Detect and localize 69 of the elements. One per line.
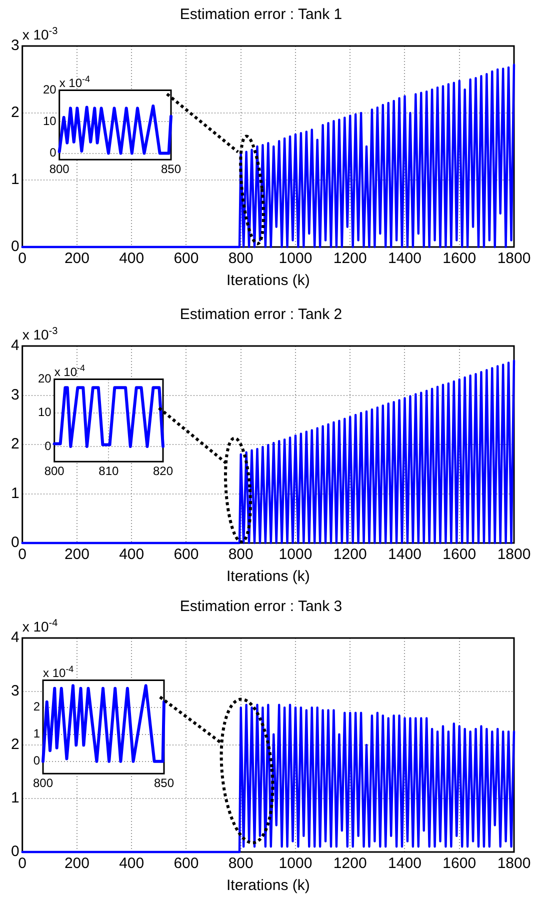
- y-tick-label: 4: [11, 337, 20, 354]
- y-tick-label: 3: [11, 682, 20, 700]
- x-tick-label: 600: [174, 250, 199, 268]
- x-axis-title: Iterations (k): [226, 272, 310, 290]
- y-tick-label: 0: [44, 438, 52, 453]
- x-tick-label: 800: [228, 250, 254, 268]
- y-tick-label: 1: [11, 171, 20, 188]
- x-tick-label: 400: [119, 250, 144, 268]
- chart-title: Estimation error : Tank 3: [180, 598, 342, 616]
- text: x 10$^{-3}$: [22, 26, 58, 43]
- y-tick-label: 1: [11, 790, 20, 807]
- x-tick-label: 200: [64, 855, 90, 872]
- y-tick-label: 0: [11, 534, 20, 552]
- y-tick-label: 2: [33, 700, 40, 714]
- x-tick-label: 1200: [333, 250, 367, 268]
- y-tick-label: 1: [11, 484, 20, 502]
- text: x 10$^{-4}$: [22, 618, 58, 635]
- x-tick-label: 800: [228, 855, 254, 872]
- y-tick-label: 0: [50, 146, 57, 160]
- y-tick-label: 20: [42, 82, 57, 97]
- x-tick-label: 1600: [442, 546, 476, 564]
- x-tick-label: 1800: [497, 546, 531, 564]
- y-tick-label: 3: [11, 386, 20, 404]
- x-tick-label: 1000: [278, 250, 312, 268]
- x-tick-label: 600: [174, 546, 199, 564]
- y-tick-label: 4: [11, 629, 20, 646]
- x-tick-label: 800: [228, 546, 254, 564]
- annotation: x 10$^{-4}$: [59, 74, 90, 90]
- y-tick-label: 0: [11, 843, 20, 860]
- x-tick-label: 600: [174, 855, 199, 872]
- x-tick-label: 400: [119, 855, 144, 872]
- y-tick-label: 0: [33, 754, 40, 768]
- x-tick-label: 800: [44, 464, 65, 478]
- x-tick-label: 200: [64, 250, 90, 268]
- annotation: x 10$^{-4}$: [43, 664, 74, 680]
- x-tick-label: 1400: [388, 250, 422, 268]
- chart-title: Estimation error : Tank 2: [180, 306, 342, 324]
- chart-title: Estimation error : Tank 1: [180, 6, 342, 24]
- x-tick-label: 850: [160, 162, 182, 176]
- y-tick-label: 20: [38, 372, 52, 386]
- y-tick-label: 10: [42, 114, 57, 128]
- x-tick-label: 1400: [388, 855, 422, 872]
- x-tick-label: 810: [98, 464, 120, 478]
- y-tick-label: 0: [11, 238, 20, 256]
- text: x 10$^{-3}$: [22, 326, 58, 343]
- x-tick-label: 850: [154, 776, 174, 790]
- x-tick-label: 400: [119, 546, 144, 564]
- x-tick-label: 1600: [442, 855, 476, 872]
- x-tick-label: 1400: [388, 546, 422, 564]
- x-tick-label: 1800: [497, 250, 531, 268]
- y-tick-label: 2: [11, 436, 20, 453]
- y-tick-label: 1: [33, 726, 40, 741]
- y-tick-label: 10: [38, 405, 52, 420]
- x-tick-label: 1000: [278, 546, 312, 564]
- x-tick-label: 1600: [442, 250, 476, 268]
- x-tick-label: 800: [32, 776, 54, 790]
- x-tick-label: 820: [152, 464, 174, 478]
- x-tick-label: 1800: [497, 855, 531, 872]
- x-axis-title: Iterations (k): [226, 568, 310, 586]
- x-tick-label: 1200: [333, 855, 367, 872]
- x-tick-label: 1200: [333, 546, 367, 564]
- x-axis-title: Iterations (k): [226, 877, 310, 894]
- x-tick-label: 800: [49, 162, 70, 176]
- annotation: x 10$^{-4}$: [54, 363, 86, 380]
- y-tick-label: 2: [11, 104, 20, 122]
- y-tick-label: 3: [11, 37, 20, 54]
- y-tick-label: 2: [11, 736, 20, 754]
- x-tick-label: 1000: [278, 855, 312, 872]
- x-tick-label: 200: [64, 546, 90, 564]
